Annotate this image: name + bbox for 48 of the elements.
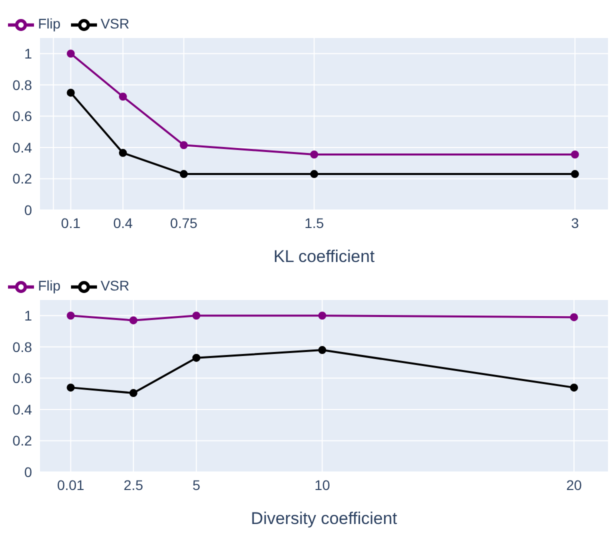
y-tick-label: 0 <box>24 464 32 480</box>
x-tick-label: 0.01 <box>57 476 85 493</box>
point <box>570 170 579 178</box>
x-tick-label: 2.5 <box>124 476 144 493</box>
y-tick-label: 0.6 <box>12 370 32 386</box>
legend-label: Flip <box>38 278 61 294</box>
point <box>66 384 75 392</box>
point <box>310 150 318 158</box>
point <box>180 170 188 178</box>
y-tick-label: 1 <box>24 308 32 324</box>
point <box>192 312 200 320</box>
y-tick-label: 0.8 <box>12 76 32 93</box>
y-tick-label: 0.8 <box>12 338 32 355</box>
legend-label: Flip <box>38 16 61 32</box>
x-tick-label: 0.75 <box>170 214 198 231</box>
point <box>118 148 127 157</box>
y-tick-label: 0.2 <box>12 170 32 187</box>
x-axis-title: Diversity coefficient <box>250 509 398 528</box>
point <box>66 312 75 320</box>
x-tick-label: 10 <box>314 476 330 493</box>
x-tick-label: 0.4 <box>113 214 133 231</box>
legend-label: VSR <box>100 16 130 32</box>
y-tick-label: 0.4 <box>12 139 32 156</box>
y-tick-label: 0.2 <box>12 432 32 449</box>
point <box>570 150 579 158</box>
point <box>118 92 127 101</box>
point <box>570 384 578 392</box>
point <box>129 389 138 398</box>
point <box>66 50 75 58</box>
legend-label: VSR <box>100 278 130 294</box>
x-tick-label: 20 <box>566 476 582 493</box>
point <box>318 346 326 354</box>
y-tick-label: 0.6 <box>12 108 32 124</box>
y-tick-label: 1 <box>24 46 32 62</box>
point <box>570 313 578 322</box>
point <box>310 170 318 178</box>
point <box>192 354 200 362</box>
point <box>318 312 326 320</box>
x-tick-label: 0.1 <box>61 214 81 231</box>
x-axis-title: KL coefficient <box>273 247 375 266</box>
y-tick-label: 0 <box>24 202 32 218</box>
point <box>180 141 188 150</box>
x-tick-label: 1.5 <box>304 214 324 231</box>
x-tick-label: 3 <box>571 214 580 231</box>
point <box>129 316 138 324</box>
point <box>66 88 75 97</box>
y-tick-label: 0.4 <box>12 401 32 418</box>
x-tick-label: 5 <box>192 476 200 493</box>
